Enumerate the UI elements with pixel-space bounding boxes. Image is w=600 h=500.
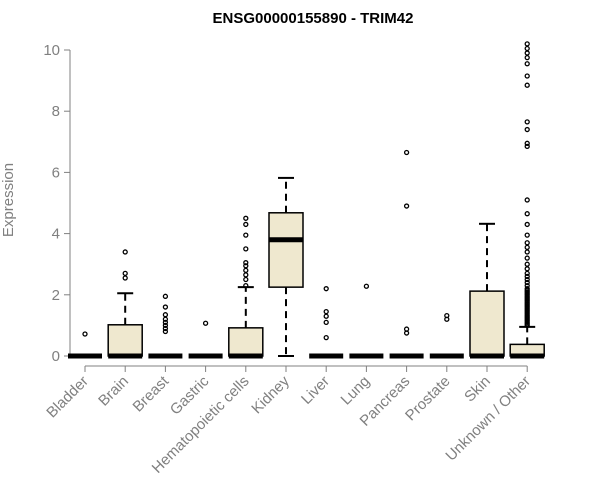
box-breast	[148, 293, 183, 359]
outlier-point	[243, 276, 249, 283]
y-tick-label: 4	[52, 226, 60, 243]
outlier-point	[122, 249, 128, 255]
box-iqr	[228, 327, 264, 357]
outlier-point	[444, 312, 450, 319]
outlier-point	[524, 244, 530, 251]
outlier-point	[524, 261, 530, 267]
outlier-point	[524, 45, 530, 52]
outlier-point	[122, 270, 128, 277]
x-tick-label: Lung	[338, 373, 374, 409]
outlier-point	[202, 320, 209, 326]
chart-title: ENSG00000155890 - TRIM42	[213, 10, 414, 27]
outlier-point	[162, 293, 169, 299]
outlier-point	[323, 286, 329, 292]
y-tick-label: 2	[52, 287, 60, 304]
outlier-point	[82, 331, 88, 337]
outlier-point	[243, 260, 249, 266]
box-brain	[107, 249, 143, 359]
outlier-point	[162, 304, 169, 310]
box-pancreas	[389, 149, 424, 359]
outlier-point	[524, 126, 530, 133]
x-tick-label: Kidney	[248, 372, 293, 417]
outlier-point	[162, 325, 169, 332]
y-tick-label: 10	[43, 42, 60, 59]
outlier-point	[323, 319, 329, 325]
box-liver	[309, 286, 344, 359]
outlier-point	[524, 211, 530, 217]
outlier-point	[524, 197, 530, 203]
outlier-point	[524, 55, 530, 61]
x-tick-label: Breast	[130, 372, 173, 415]
outlier-point	[243, 232, 249, 238]
box-iqr	[469, 290, 505, 357]
outlier-point	[524, 240, 530, 246]
outlier-point	[243, 246, 249, 252]
outlier-point	[243, 272, 249, 278]
outlier-point	[524, 286, 530, 292]
outlier-point	[122, 275, 128, 281]
outlier-point	[162, 319, 169, 325]
outlier-point	[524, 221, 530, 228]
outlier-point	[524, 232, 530, 238]
outlier-point	[243, 282, 249, 289]
outlier-point	[323, 334, 329, 341]
x-tick-label: Bladder	[43, 373, 92, 422]
outlier-point	[403, 326, 410, 332]
box-gastric	[188, 320, 223, 359]
outlier-point	[524, 143, 530, 150]
outlier-point	[243, 263, 249, 269]
y-tick-label: 0	[52, 348, 60, 365]
y-tick-label: 8	[52, 103, 60, 120]
box-iqr	[107, 324, 143, 357]
box-bladder	[68, 331, 102, 359]
outlier-point	[243, 267, 249, 273]
outlier-point	[162, 328, 169, 335]
outlier-point	[363, 283, 370, 289]
outlier-point	[162, 316, 169, 322]
outlier-point	[524, 276, 530, 283]
outlier-point	[243, 221, 249, 228]
box-prostate	[429, 312, 464, 359]
box-hematopoietic-cells	[228, 215, 264, 359]
x-tick-label: Skin	[461, 373, 494, 406]
outlier-point	[243, 215, 249, 221]
outlier-point	[524, 249, 530, 255]
boxes	[68, 41, 545, 359]
box-unknown-other	[509, 41, 545, 359]
outlier-point	[524, 61, 530, 67]
x-tick-label: Liver	[298, 373, 333, 408]
box-skin	[469, 222, 505, 359]
outlier-point	[524, 41, 530, 47]
outlier-point	[403, 149, 410, 156]
box-lung	[349, 283, 384, 359]
outlier-point	[524, 119, 530, 125]
outlier-point	[524, 270, 530, 277]
outlier-point	[162, 312, 169, 318]
outlier-point	[524, 82, 530, 88]
outlier-point	[524, 273, 530, 280]
x-tick-label: Brain	[95, 373, 132, 410]
outlier-point	[524, 255, 530, 261]
x-tick-label: Prostate	[402, 373, 454, 425]
y-tick-label: 6	[52, 164, 60, 181]
outlier-point	[524, 279, 530, 286]
box-iqr	[268, 212, 304, 288]
outlier-point	[323, 308, 329, 315]
outlier-point	[162, 322, 169, 329]
outlier-point	[323, 313, 329, 319]
outlier-point	[524, 73, 530, 79]
outlier-point	[524, 266, 530, 272]
y-axis-label: Expression	[0, 163, 17, 237]
outlier-point	[524, 140, 530, 146]
y-axis: 0 2 4 6 8 10	[43, 42, 71, 365]
box-kidney	[268, 176, 304, 357]
outlier-point	[524, 282, 530, 289]
outlier-point	[524, 50, 530, 56]
outlier-point	[403, 203, 410, 209]
